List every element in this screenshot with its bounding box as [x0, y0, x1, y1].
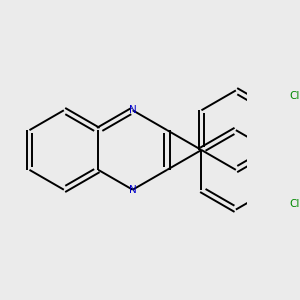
Text: N: N [129, 105, 136, 115]
Text: N: N [129, 185, 136, 195]
Text: Cl: Cl [289, 199, 299, 208]
Text: Cl: Cl [289, 92, 299, 101]
